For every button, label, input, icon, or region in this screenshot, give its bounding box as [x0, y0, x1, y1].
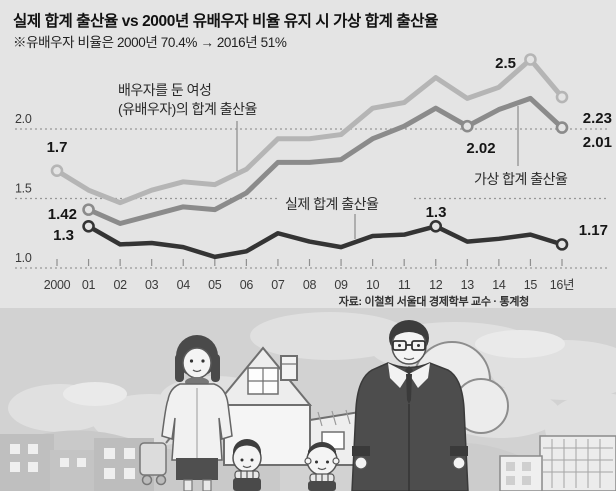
data-point-marker-marital [50, 164, 64, 177]
y-axis-label: 1.0 [15, 251, 32, 265]
hypothetical-series-label: 가상 합계 출산율 [474, 171, 568, 187]
chart-title: 실제 합계 출산율 vs 2000년 유배우자 비율 유지 시 가상 합계 출산… [13, 13, 438, 30]
x-tick-label: 09 [334, 278, 348, 292]
x-tick-label: 13 [461, 278, 475, 292]
x-tick-label: 15 [524, 278, 538, 292]
series-line-actual [86, 224, 565, 260]
x-tick-label: 10 [366, 278, 380, 292]
marital-series-label: (유배우자)의 합계 출산율 [118, 101, 258, 117]
x-tick-label: 2000 [44, 278, 71, 292]
city-buildings-right [499, 435, 616, 491]
x-tick-label: 12 [429, 278, 443, 292]
data-point-label-actual: 1.3 [53, 227, 74, 244]
actual-series-label: 실제 합계 출산율 [285, 196, 379, 212]
data-point-label-marital: 1.7 [47, 139, 68, 156]
marital-series-label: 배우자를 둔 여성 [118, 82, 211, 98]
mother [161, 335, 233, 491]
series-line-marital [54, 57, 565, 206]
data-point-marker-hypothetical [82, 203, 95, 216]
x-tick-label: 02 [113, 278, 127, 292]
data-point-marker-marital [524, 53, 537, 66]
child-left [232, 439, 262, 491]
family-illustration [0, 308, 616, 491]
data-point-label-hypothetical: 2.02 [466, 140, 495, 157]
father [351, 320, 469, 491]
stroller [139, 427, 179, 486]
x-tick-label: 03 [145, 278, 159, 292]
y-axis-label: 1.5 [15, 182, 32, 196]
data-point-marker-actual [555, 238, 569, 251]
series-line-hypothetical [86, 95, 565, 227]
chart-subtitle: ※유배우자 비율은 2000년 70.4% → 2016년 51% [13, 35, 287, 50]
x-tick-label: 06 [240, 278, 254, 292]
data-point-label-marital: 2.5 [495, 55, 516, 72]
x-tick-label: 14 [492, 278, 506, 292]
source-credit: 자료: 이철희 서울대 경제학부 교수 · 통계청 [338, 296, 530, 308]
x-tick-label: 05 [208, 278, 222, 292]
city-buildings-left [0, 434, 154, 491]
x-tick-label: 08 [303, 278, 317, 292]
data-point-label-hypothetical: 2.01 [583, 134, 612, 151]
x-tick-label: 11 [398, 278, 411, 292]
data-point-marker-actual [82, 220, 95, 233]
data-point-marker-hypothetical [555, 121, 569, 134]
y-axis-label: 2.0 [15, 112, 32, 126]
x-tick-label: 01 [82, 278, 96, 292]
data-point-marker-hypothetical [461, 119, 474, 133]
data-point-label-actual: 1.17 [579, 222, 608, 239]
fertility-line-chart: 2.0 1.5 1.0 2000 01 02 03 04 05 06 07 08 09 10 11 12 13 1… [15, 53, 612, 292]
child-right [304, 442, 340, 491]
data-point-marker-actual [429, 220, 443, 233]
data-point-marker-marital [555, 90, 569, 104]
data-point-label-hypothetical: 1.42 [48, 206, 77, 223]
x-tick-label: 07 [271, 278, 285, 292]
data-point-label-marital: 2.23 [583, 110, 612, 127]
x-tick-label: 04 [177, 278, 191, 292]
data-point-label-actual: 1.3 [426, 204, 447, 221]
x-tick-label: 16년 [550, 278, 575, 292]
